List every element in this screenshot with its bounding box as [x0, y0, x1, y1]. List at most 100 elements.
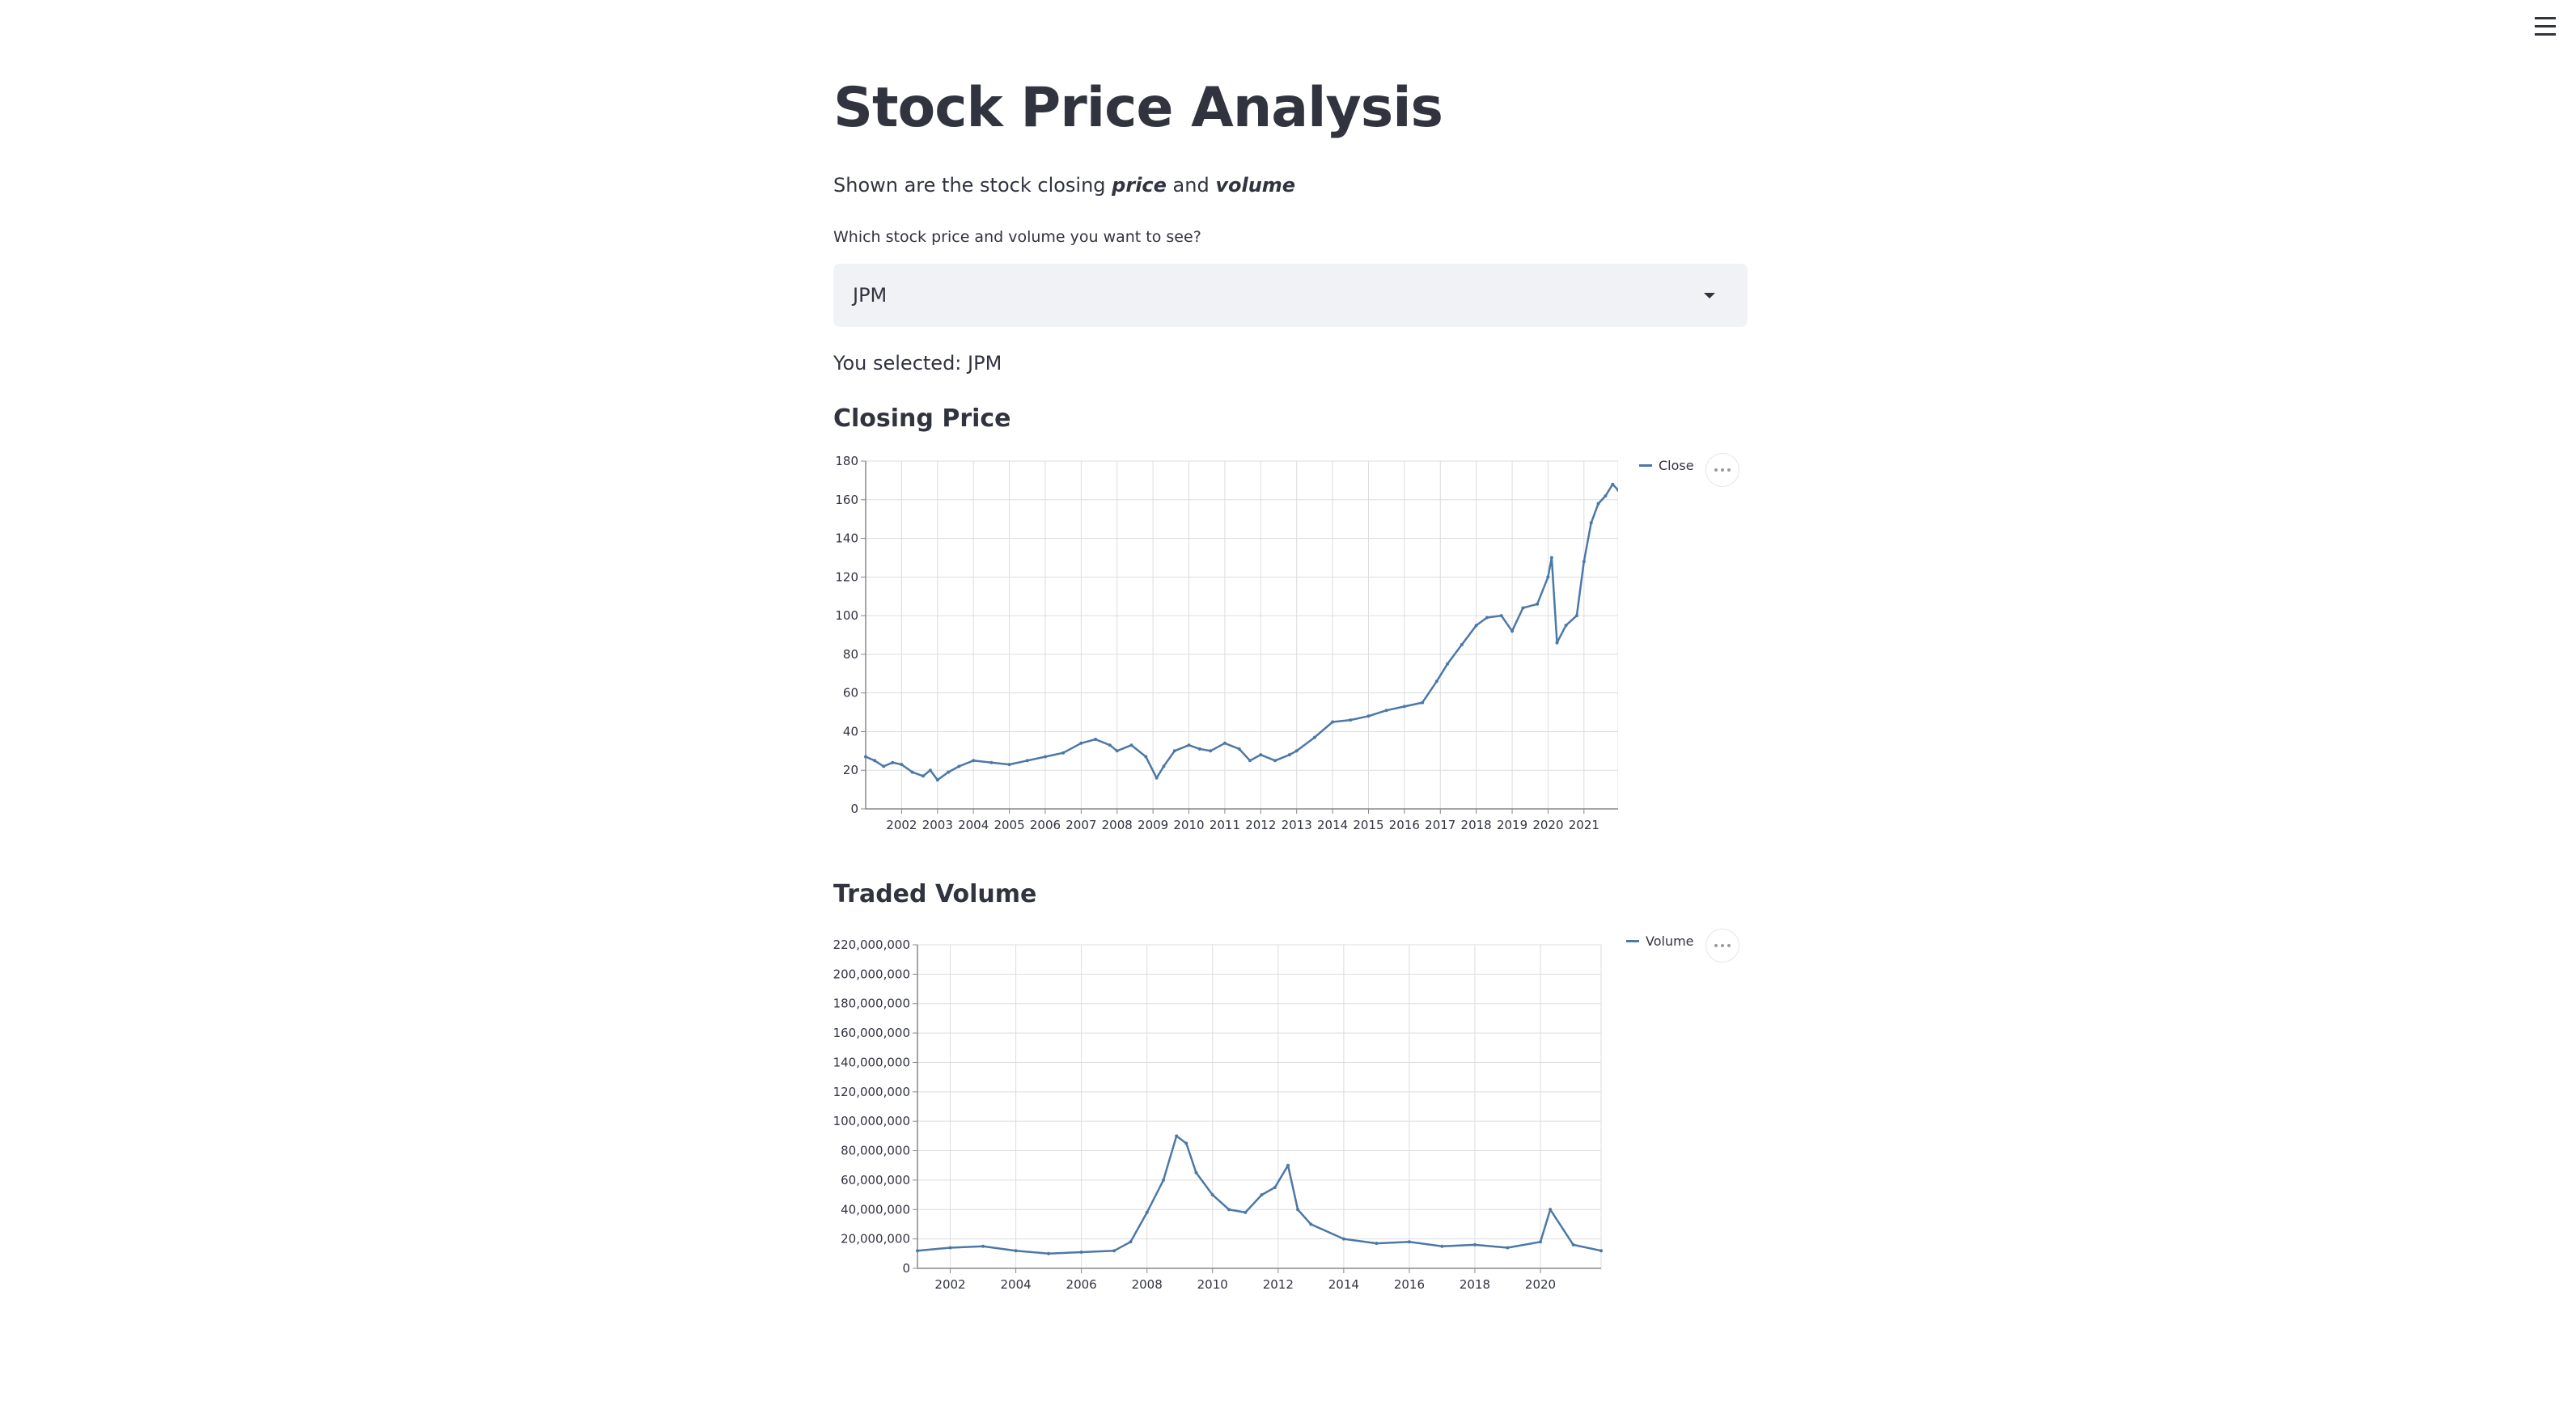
data-point [1187, 743, 1191, 747]
data-point [948, 1246, 952, 1250]
y-tick-label: 0 [902, 1261, 910, 1276]
x-tick-label: 2004 [1000, 1277, 1031, 1292]
hamburger-icon-line [2535, 32, 2556, 36]
data-point [1273, 759, 1277, 763]
data-point [1145, 1210, 1149, 1214]
data-point [1094, 738, 1098, 741]
ellipsis-dot [1727, 468, 1731, 472]
data-point [1485, 616, 1489, 620]
x-tick-label: 2012 [1245, 818, 1276, 832]
closing-price-actions-button[interactable] [1705, 453, 1739, 487]
data-point [1108, 743, 1112, 747]
y-tick-label: 80,000,000 [841, 1144, 910, 1158]
data-point [1582, 560, 1586, 564]
data-point [1287, 753, 1291, 757]
data-point [1222, 741, 1227, 745]
data-point [910, 770, 914, 774]
x-tick-label: 2021 [1569, 818, 1599, 832]
data-point [1571, 1242, 1575, 1247]
y-tick-label: 40 [843, 724, 858, 739]
y-tick-label: 20 [843, 763, 858, 777]
data-point [1184, 1141, 1188, 1145]
description-text: Shown are the stock closing [833, 174, 1112, 197]
closing-price-header: Closing Price [833, 404, 1011, 433]
close-legend-swatch [1639, 464, 1652, 467]
x-tick-label: 2006 [1030, 818, 1061, 832]
traded-volume-actions-button[interactable] [1705, 929, 1739, 963]
data-point [1549, 1208, 1553, 1212]
data-point [1260, 1193, 1264, 1197]
series-line-close [865, 483, 1618, 781]
y-tick-label: 60 [843, 686, 858, 700]
data-point [989, 760, 994, 764]
y-tick-label: 160 [835, 493, 858, 507]
data-point [1564, 624, 1568, 628]
y-tick-label: 0 [850, 802, 858, 816]
main-menu-button[interactable] [2527, 11, 2563, 40]
close-legend-label: Close [1659, 458, 1694, 473]
data-point [916, 1249, 919, 1253]
x-tick-label: 2016 [1389, 818, 1420, 832]
data-point [1144, 755, 1148, 759]
stock-select-value: JPM [853, 284, 888, 307]
data-point [1549, 556, 1553, 560]
data-point [1599, 1249, 1603, 1253]
x-tick-label: 2003 [922, 818, 953, 832]
y-tick-label: 40,000,000 [841, 1202, 910, 1217]
plot-frame [917, 944, 1602, 1269]
data-point [1273, 1186, 1277, 1189]
data-point [1197, 747, 1201, 751]
data-point [1474, 624, 1478, 628]
data-point [1546, 575, 1550, 579]
data-point [1375, 1242, 1379, 1246]
traded-volume-chart: 0 20,000,000 40,000,000 60,000,000 80,000,00… [833, 929, 1748, 1317]
y-tick-label: 60,000,000 [841, 1173, 910, 1187]
y-tick-label: 100 [835, 608, 858, 623]
data-point [1286, 1163, 1290, 1167]
ellipsis-icon [1714, 944, 1718, 947]
closing-price-chart: 0 20 40 60 80 100 120 140 160 180 2002 2003 2004 2005… [833, 453, 1748, 849]
data-point [1611, 482, 1615, 486]
traded-volume-header: Traded Volume [833, 880, 1037, 908]
data-point [1574, 614, 1578, 618]
description-text-and: and [1166, 174, 1216, 197]
y-tick-label: 80 [843, 647, 858, 662]
data-point [1384, 709, 1388, 713]
data-point [1172, 749, 1176, 753]
data-point [1259, 753, 1263, 757]
x-tick-label: 2007 [1066, 818, 1096, 832]
x-tick-label: 2008 [1102, 818, 1133, 832]
volume-legend-label: Volume [1646, 933, 1694, 949]
volume-legend-swatch [1626, 940, 1639, 942]
data-point [1248, 759, 1252, 763]
data-point [1589, 521, 1593, 525]
y-tick-label: 120,000,000 [833, 1085, 910, 1099]
description-emphasis-price: price [1112, 174, 1167, 197]
y-tick-label: 100,000,000 [833, 1114, 910, 1128]
data-point [900, 763, 904, 767]
data-point [1402, 705, 1406, 709]
data-point [873, 759, 877, 763]
data-point [1604, 494, 1608, 497]
x-tick-label: 2009 [1138, 818, 1168, 832]
x-tick-label: 2008 [1132, 1277, 1163, 1292]
hamburger-icon [2535, 16, 2556, 19]
description-emphasis-volume: volume [1215, 174, 1296, 197]
x-tick-label: 2006 [1066, 1277, 1097, 1292]
data-point [1025, 759, 1029, 763]
data-point [1244, 1210, 1248, 1214]
x-tick-label: 2011 [1210, 818, 1240, 832]
x-tick-label: 2014 [1317, 818, 1348, 832]
data-point [1079, 1251, 1083, 1254]
data-point [1460, 642, 1464, 646]
data-point [1521, 606, 1525, 610]
x-tick-label: 2014 [1328, 1277, 1359, 1292]
data-point [1112, 1249, 1116, 1253]
data-point [1349, 718, 1353, 722]
data-point [1407, 1240, 1411, 1244]
x-tick-label: 2020 [1532, 818, 1563, 832]
plot-frame [865, 460, 1618, 810]
stock-select[interactable]: JPM [833, 264, 1748, 327]
data-point [1539, 1240, 1542, 1244]
data-point [947, 770, 951, 774]
